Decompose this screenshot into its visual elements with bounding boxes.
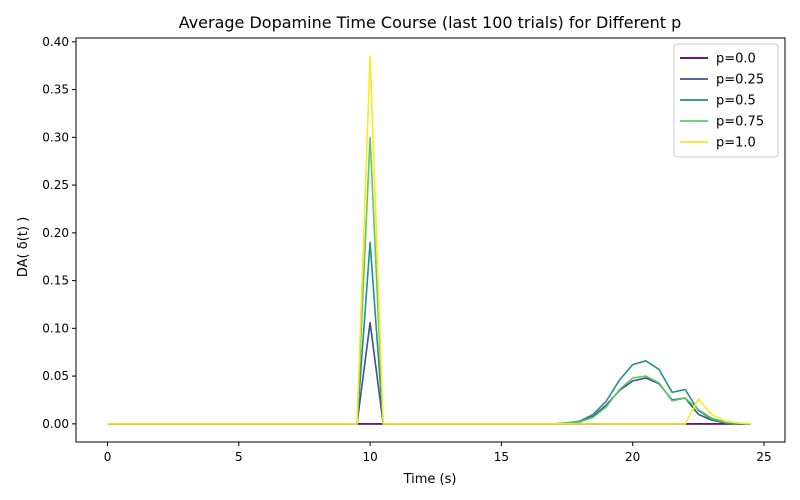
chart-title: Average Dopamine Time Course (last 100 t… xyxy=(179,13,682,32)
legend-label: p=0.0 xyxy=(716,52,756,67)
y-tick-label: 0.40 xyxy=(42,35,69,49)
y-tick-label: 0.10 xyxy=(42,321,69,335)
y-tick-label: 0.05 xyxy=(42,369,69,383)
legend-label: p=0.25 xyxy=(716,73,764,88)
x-tick-label: 0 xyxy=(104,450,112,464)
y-tick-label: 0.30 xyxy=(42,130,69,144)
y-tick-label: 0.15 xyxy=(42,274,69,288)
y-tick-label: 0.25 xyxy=(42,178,69,192)
x-tick-label: 5 xyxy=(235,450,243,464)
series-line-p=0.75 xyxy=(107,136,751,425)
series-line-p=0.5 xyxy=(107,241,751,425)
legend-label: p=0.75 xyxy=(716,115,764,130)
series-line-p=0.25 xyxy=(107,321,751,425)
y-tick-label: 0.20 xyxy=(42,226,69,240)
y-axis-label: DA( δ(t) ) xyxy=(16,217,31,277)
legend-label: p=0.5 xyxy=(716,94,756,109)
legend: p=0.0 p=0.25 p=0.5 p=0.75 p=1.0 xyxy=(673,43,779,158)
plot-lines xyxy=(107,55,751,425)
legend-box xyxy=(673,43,779,158)
x-tick-label: 10 xyxy=(362,450,377,464)
x-tick-label: 25 xyxy=(756,450,771,464)
y-axis: 0.00 0.05 0.10 0.15 0.20 0.25 0.30 0.35 0.40 xyxy=(42,35,76,431)
plot-frame xyxy=(75,37,786,443)
x-tick-label: 20 xyxy=(625,450,640,464)
y-tick-label: 0.00 xyxy=(42,417,69,431)
y-tick-label: 0.35 xyxy=(42,83,69,97)
series-line-p=1.0 xyxy=(107,55,751,425)
x-tick-label: 15 xyxy=(494,450,509,464)
legend-label: p=1.0 xyxy=(716,136,756,151)
x-axis-label: Time (s) xyxy=(403,472,457,487)
x-axis: 0 5 10 15 20 25 xyxy=(104,442,772,464)
